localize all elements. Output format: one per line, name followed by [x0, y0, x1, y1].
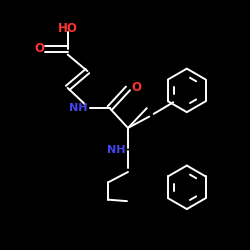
- Text: O: O: [34, 42, 44, 55]
- Text: HO: HO: [58, 22, 78, 35]
- Text: NH: NH: [69, 103, 87, 113]
- Text: NH: NH: [106, 145, 125, 155]
- Text: O: O: [131, 82, 141, 94]
